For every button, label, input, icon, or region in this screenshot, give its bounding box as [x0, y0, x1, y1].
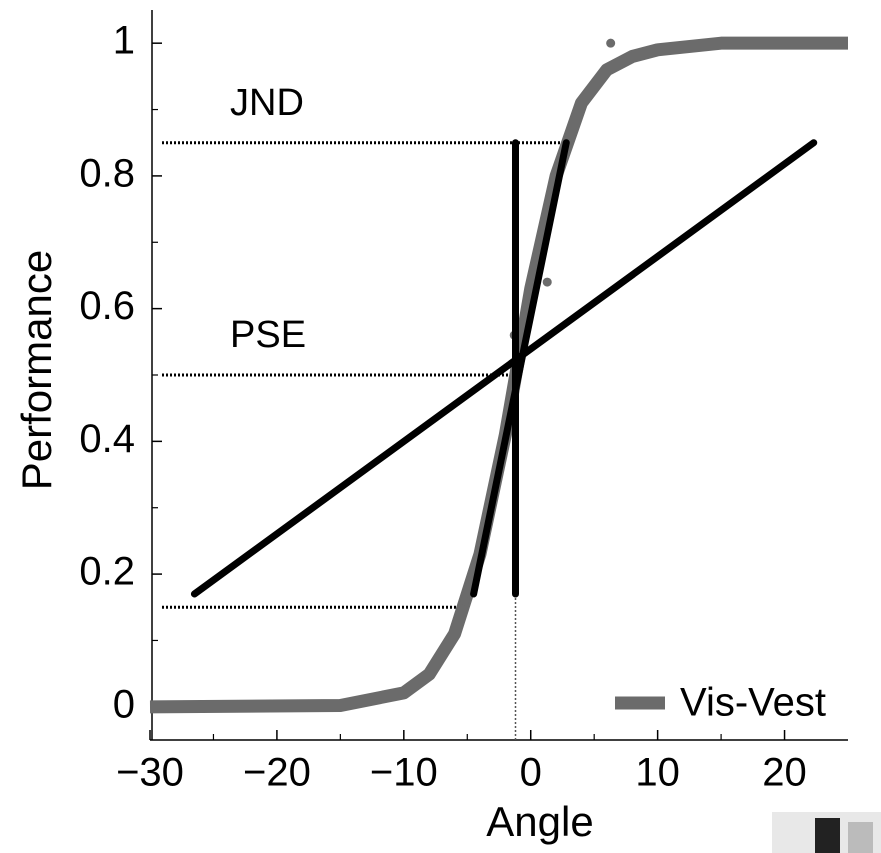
fit-line	[470, 139, 570, 598]
x-tick-label: 0	[520, 751, 542, 795]
y-tick-label: 0.2	[79, 550, 135, 594]
x-tick-label: −10	[370, 751, 438, 795]
y-tick-label: 0.8	[79, 151, 135, 195]
data-point	[606, 38, 616, 48]
y-tick-label: 0	[113, 682, 135, 726]
fit-line	[190, 139, 818, 598]
data-point	[460, 596, 470, 606]
x-tick-label: 10	[635, 751, 680, 795]
legend-label: Vis-Vest	[680, 681, 826, 725]
y-axis-label: Performance	[13, 250, 60, 490]
y-tick-label: 0.6	[79, 284, 135, 328]
reference-label: PSE	[230, 314, 306, 356]
y-tick-label: 0.4	[79, 417, 135, 461]
x-axis-label: Angle	[486, 798, 593, 845]
thumbnail	[772, 812, 881, 853]
data-point	[542, 277, 552, 287]
y-tick-label: 1	[113, 19, 135, 63]
x-tick-label: −30	[116, 751, 184, 795]
x-tick-label: −20	[243, 751, 311, 795]
x-tick-label: 20	[762, 751, 807, 795]
curve	[149, 36, 848, 714]
reference-label: JND	[230, 82, 304, 124]
